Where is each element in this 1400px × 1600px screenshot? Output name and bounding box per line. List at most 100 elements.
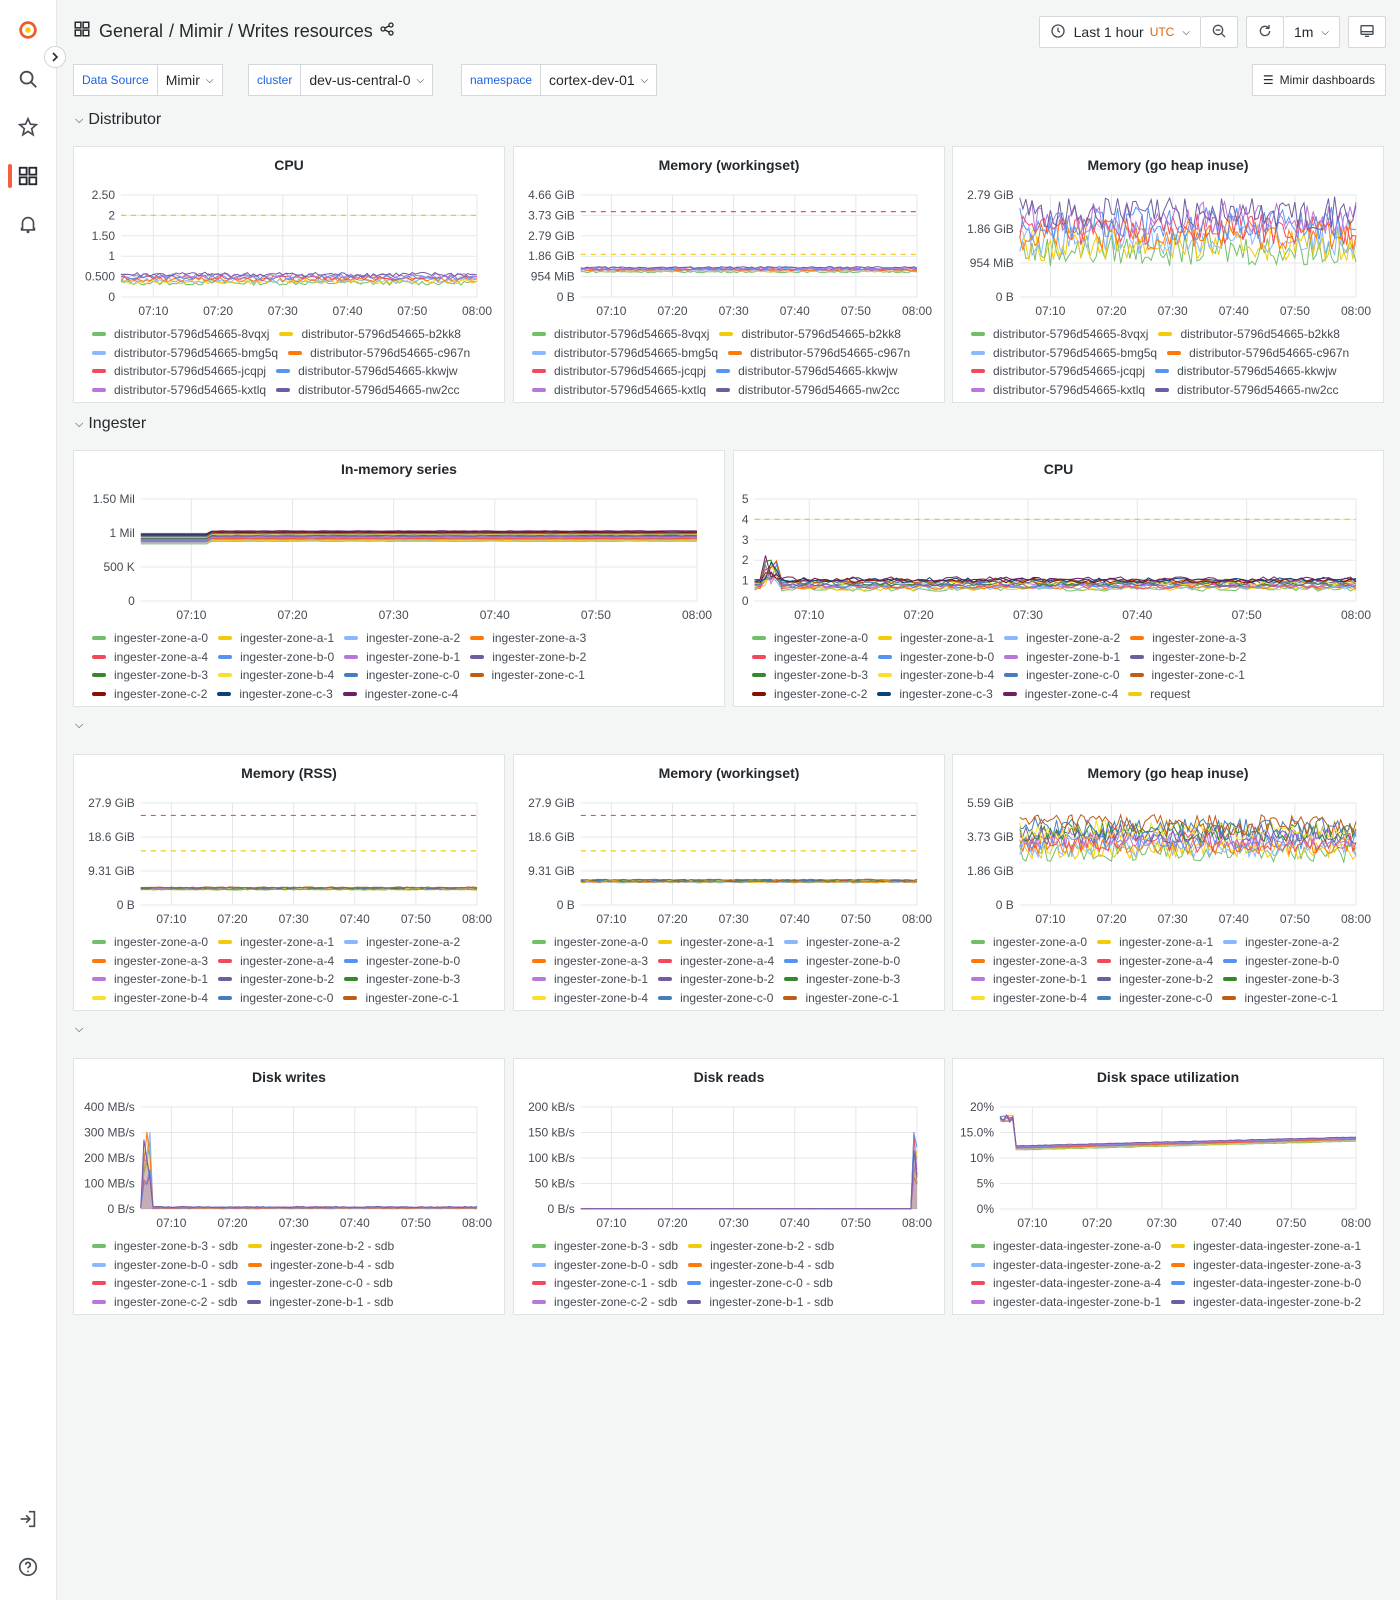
legend-item[interactable]: ingester-data-ingester-zone-a-0 xyxy=(971,1237,1161,1256)
legend-item[interactable]: ingester-zone-b-4 - sdb xyxy=(688,1256,834,1275)
legend-item[interactable]: ingester-zone-b-3 xyxy=(1223,970,1339,989)
legend-item[interactable]: distributor-5796d54665-jcqpj xyxy=(92,362,266,381)
legend-item[interactable]: ingester-zone-c-0 xyxy=(218,989,333,1008)
legend-item[interactable]: ingester-zone-c-1 - sdb xyxy=(92,1274,237,1293)
legend-item[interactable]: ingester-zone-b-0 xyxy=(218,648,334,667)
legend-item[interactable]: ingester-zone-c-1 xyxy=(1222,989,1338,1008)
legend-item[interactable]: ingester-zone-a-2 xyxy=(1223,933,1339,952)
legend-item[interactable]: ingester-data-ingester-zone-a-4 xyxy=(971,1274,1161,1293)
cluster-select[interactable]: dev-us-central-0 ⌵ xyxy=(300,64,434,96)
legend-item[interactable]: ingester-zone-a-4 xyxy=(218,952,334,971)
grafana-logo-icon[interactable] xyxy=(12,14,44,46)
legend-item[interactable]: distributor-5796d54665-b2kk8 xyxy=(719,325,901,344)
panel-ingester-memory-heap[interactable]: Memory (go heap inuse) 0 B 1.86 GiB 3.73 Gi… xyxy=(952,754,1384,1011)
legend-item[interactable]: ingester-zone-b-0 xyxy=(784,952,900,971)
legend-item[interactable]: ingester-zone-b-1 xyxy=(344,648,460,667)
legend-item[interactable]: ingester-zone-a-0 xyxy=(971,933,1087,952)
datasource-select[interactable]: Mimir ⌵ xyxy=(156,64,223,96)
legend-item[interactable]: distributor-5796d54665-nw2cc xyxy=(1155,381,1339,400)
help-icon[interactable] xyxy=(12,1551,44,1583)
legend-item[interactable]: distributor-5796d54665-8vqxj xyxy=(92,325,269,344)
namespace-select[interactable]: cortex-dev-01 ⌵ xyxy=(540,64,658,96)
legend-item[interactable]: ingester-zone-c-1 xyxy=(469,666,585,685)
alert-bell-icon[interactable] xyxy=(12,208,44,240)
legend-item[interactable]: distributor-5796d54665-c967n xyxy=(728,344,910,363)
legend-item[interactable]: distributor-5796d54665-kxtlq xyxy=(971,381,1145,400)
legend-item[interactable]: request xyxy=(1128,685,1190,704)
legend-item[interactable]: ingester-zone-b-1 xyxy=(532,970,648,989)
legend-item[interactable]: ingester-data-ingester-zone-a-1 xyxy=(1171,1237,1361,1256)
legend-item[interactable]: ingester-zone-c-0 xyxy=(658,989,773,1008)
legend-item[interactable]: distributor-5796d54665-8vqxj xyxy=(971,325,1148,344)
legend-item[interactable]: ingester-zone-a-1 xyxy=(878,629,994,648)
legend-item[interactable]: ingester-zone-a-1 xyxy=(218,629,334,648)
legend-item[interactable]: ingester-zone-b-1 xyxy=(92,970,208,989)
legend-item[interactable]: ingester-zone-a-4 xyxy=(1097,952,1213,971)
legend-item[interactable]: ingester-zone-a-4 xyxy=(92,648,208,667)
search-icon[interactable] xyxy=(12,63,44,95)
legend-item[interactable]: distributor-5796d54665-b2kk8 xyxy=(1158,325,1340,344)
legend-item[interactable]: ingester-zone-a-0 xyxy=(92,933,208,952)
legend-item[interactable]: ingester-zone-a-3 xyxy=(92,952,208,971)
refresh-interval-picker[interactable]: 1m ⌵ xyxy=(1283,16,1340,48)
legend-item[interactable]: ingester-zone-a-0 xyxy=(92,629,208,648)
legend-item[interactable]: ingester-zone-b-1 - sdb xyxy=(687,1293,833,1312)
legend-item[interactable]: ingester-zone-a-4 xyxy=(658,952,774,971)
legend-item[interactable]: ingester-zone-a-2 xyxy=(784,933,900,952)
legend-item[interactable]: distributor-5796d54665-c967n xyxy=(1167,344,1349,363)
legend-item[interactable]: ingester-zone-b-0 - sdb xyxy=(532,1256,678,1275)
panel-distributor-cpu[interactable]: CPU 0 0.500 1 1.50 2 2.50 07:10 07:20 07:30 07:40 0… xyxy=(73,146,505,403)
legend-item[interactable]: distributor-5796d54665-c967n xyxy=(288,344,470,363)
legend-item[interactable]: ingester-zone-c-4 xyxy=(342,685,458,704)
row-distributor[interactable]: ⌵ Distributor xyxy=(75,111,161,129)
legend-item[interactable]: ingester-zone-b-2 xyxy=(658,970,774,989)
legend-item[interactable]: ingester-zone-c-0 - sdb xyxy=(247,1274,393,1293)
legend-item[interactable]: ingester-zone-a-3 xyxy=(470,629,586,648)
legend-item[interactable]: distributor-5796d54665-jcqpj xyxy=(971,362,1145,381)
legend-item[interactable]: ingester-zone-c-1 xyxy=(783,989,899,1008)
breadcrumb-folder[interactable]: General xyxy=(99,21,164,41)
legend-item[interactable]: distributor-5796d54665-nw2cc xyxy=(716,381,900,400)
legend-item[interactable]: ingester-zone-b-2 - sdb xyxy=(688,1237,834,1256)
legend-item[interactable]: ingester-zone-c-4 xyxy=(1002,685,1118,704)
legend-item[interactable]: ingester-zone-b-4 xyxy=(218,666,334,685)
time-range-picker[interactable]: Last 1 hour UTC ⌵ xyxy=(1038,16,1201,48)
expand-sidebar-button[interactable] xyxy=(44,46,66,68)
legend-item[interactable]: ingester-zone-b-2 xyxy=(1130,648,1246,667)
legend-item[interactable]: ingester-zone-c-2 xyxy=(92,685,207,704)
legend-item[interactable]: ingester-zone-c-1 xyxy=(1129,666,1245,685)
legend-item[interactable]: ingester-data-ingester-zone-a-3 xyxy=(1171,1256,1361,1275)
legend-item[interactable]: ingester-zone-a-1 xyxy=(218,933,334,952)
legend-item[interactable]: ingester-zone-a-4 xyxy=(752,648,868,667)
legend-item[interactable]: distributor-5796d54665-kkwjw xyxy=(1155,362,1337,381)
panel-disk-writes[interactable]: Disk writes 0 B/s 100 MB/s 200 MB/s 300 MB/s… xyxy=(73,1058,505,1315)
legend-item[interactable]: ingester-zone-b-0 xyxy=(344,952,460,971)
legend-item[interactable]: distributor-5796d54665-kxtlq xyxy=(92,381,266,400)
legend-item[interactable]: ingester-zone-c-3 xyxy=(877,685,993,704)
row-memory[interactable]: ⌵ xyxy=(75,719,88,732)
row-disk[interactable]: ⌵ xyxy=(75,1023,88,1036)
refresh-button[interactable] xyxy=(1245,16,1284,48)
legend-item[interactable]: ingester-zone-b-3 xyxy=(752,666,868,685)
panel-ingester-memory-rss[interactable]: Memory (RSS) 0 B 9.31 GiB 18.6 GiB 27.9 GiB 0… xyxy=(73,754,505,1011)
legend-item[interactable]: ingester-zone-a-2 xyxy=(344,933,460,952)
panel-ingester-cpu[interactable]: CPU 0 1 2 3 4 5 07:10 07:20 07:30 07:40 07:50 08:00 i… xyxy=(733,450,1384,707)
legend-item[interactable]: ingester-zone-b-1 xyxy=(971,970,1087,989)
row-ingester[interactable]: ⌵ Ingester xyxy=(75,415,146,433)
legend-item[interactable]: ingester-data-ingester-zone-b-2 xyxy=(1171,1293,1361,1312)
legend-item[interactable]: distributor-5796d54665-8vqxj xyxy=(532,325,709,344)
tv-mode-button[interactable] xyxy=(1348,16,1386,48)
legend-item[interactable]: ingester-zone-b-3 xyxy=(344,970,460,989)
panel-distributor-memory-workingset[interactable]: Memory (workingset) 0 B 954 MiB 1.86 GiB 2.7… xyxy=(513,146,945,403)
legend-item[interactable]: distributor-5796d54665-kkwjw xyxy=(716,362,898,381)
legend-item[interactable]: ingester-zone-b-0 xyxy=(878,648,994,667)
sign-in-icon[interactable] xyxy=(12,1503,44,1535)
legend-item[interactable]: ingester-zone-c-0 xyxy=(1004,666,1120,685)
legend-item[interactable]: ingester-zone-a-3 xyxy=(971,952,1087,971)
share-icon[interactable] xyxy=(379,21,395,42)
legend-item[interactable]: ingester-zone-c-0 xyxy=(344,666,460,685)
legend-item[interactable]: ingester-zone-b-0 - sdb xyxy=(92,1256,238,1275)
dashboards-icon[interactable] xyxy=(12,160,44,192)
legend-item[interactable]: ingester-zone-b-2 xyxy=(470,648,586,667)
legend-item[interactable]: distributor-5796d54665-bmg5q xyxy=(92,344,278,363)
